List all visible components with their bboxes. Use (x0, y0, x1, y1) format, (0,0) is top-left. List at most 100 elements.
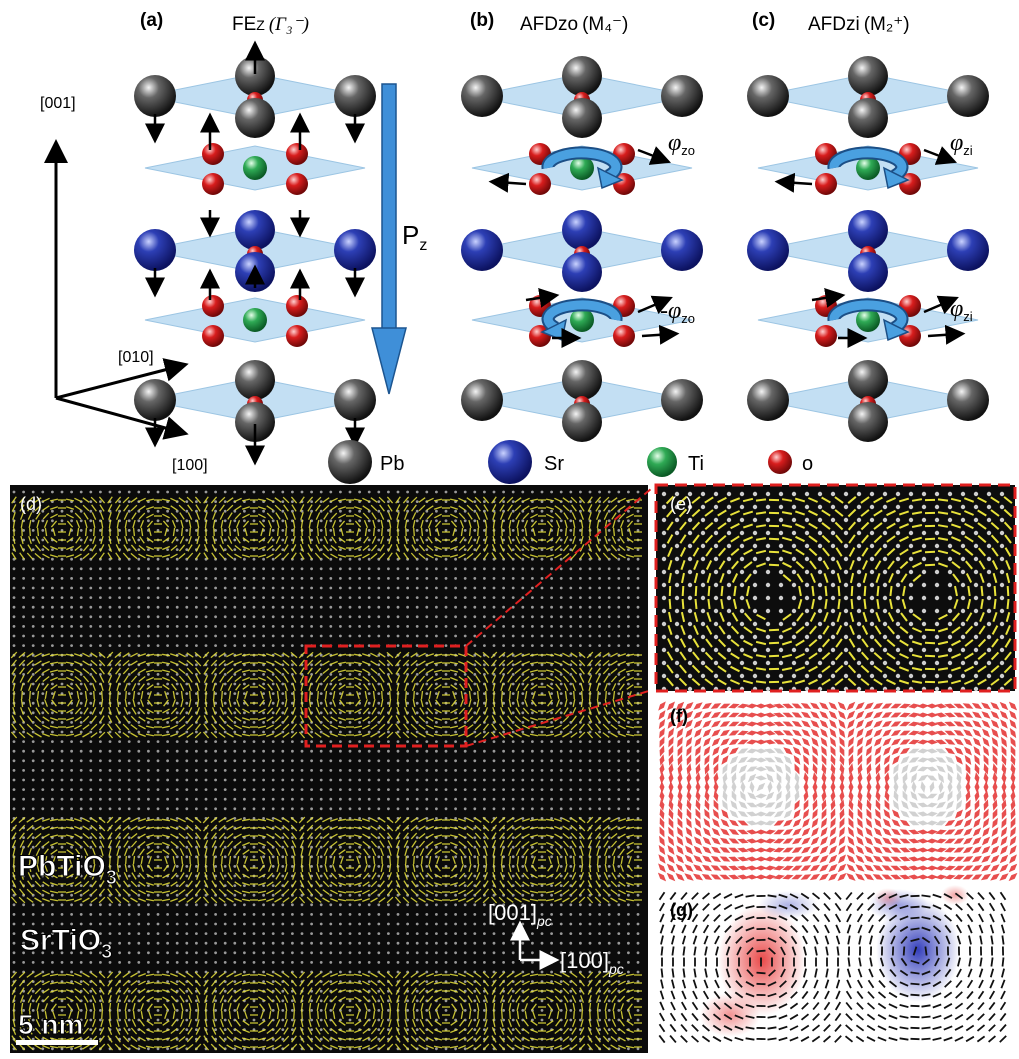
atom-column (70, 797, 73, 801)
polar-vector (602, 659, 610, 667)
atom-column (166, 769, 170, 772)
legend-ti-atom (647, 447, 677, 477)
polar-vector (508, 535, 512, 545)
atom-column (60, 567, 64, 571)
polar-vector (107, 496, 113, 504)
polar-vector (125, 527, 127, 537)
atom-column (319, 788, 323, 791)
atom-column (492, 567, 496, 571)
atom-column (204, 625, 208, 628)
atom-column (41, 605, 45, 609)
polar-vector (491, 544, 497, 552)
atom-column (627, 941, 630, 945)
oxygen-atom (286, 173, 308, 195)
rotation-arrow (543, 300, 621, 333)
polar-vector (211, 544, 217, 552)
polar-vector (161, 661, 171, 665)
atom-column (559, 759, 563, 763)
atom-column (521, 701, 525, 705)
atom-column (31, 490, 35, 494)
polar-vector (226, 497, 234, 503)
atom-column (127, 567, 131, 571)
atom-column (223, 653, 227, 657)
polar-vector (170, 544, 178, 552)
atom-column (118, 615, 121, 619)
atom-column (108, 586, 112, 590)
atom-column (406, 567, 409, 571)
polar-vector (386, 651, 394, 659)
polar-vector (571, 512, 577, 520)
atom-column (291, 644, 294, 647)
atom-column (463, 788, 467, 791)
atom-column (233, 788, 237, 791)
atom-column (483, 759, 486, 763)
atom-column (502, 865, 505, 868)
atom-column (569, 548, 573, 551)
polar-vector (562, 552, 570, 560)
atom-column (118, 701, 121, 705)
atom-column (569, 778, 573, 782)
atom-column (463, 778, 467, 782)
atom-column (569, 951, 573, 955)
atom-column (137, 701, 141, 705)
atom-column (118, 807, 121, 811)
atom-column (627, 673, 630, 676)
atom-column (406, 692, 409, 695)
atom-column (252, 865, 256, 868)
atom-column (569, 634, 573, 638)
polar-vector (594, 659, 602, 667)
atom-column (271, 1047, 275, 1051)
polar-vector (362, 544, 370, 552)
atom-column (425, 817, 429, 820)
atom-column (89, 865, 93, 868)
atom-column (444, 769, 448, 772)
atom-column (444, 807, 448, 811)
polar-vector (434, 506, 442, 510)
atom-column (550, 730, 553, 734)
polar-vector (74, 668, 82, 674)
atom-column (540, 730, 544, 734)
atom-column (51, 673, 54, 676)
atom-column (502, 807, 505, 811)
atom-column (559, 893, 563, 897)
atom-column (627, 682, 630, 686)
atom-column (262, 509, 265, 513)
atom-column (511, 644, 515, 647)
atom-column (617, 730, 621, 734)
polar-vector (466, 504, 474, 512)
polar-vector (131, 512, 137, 520)
atom-column (588, 797, 592, 801)
atom-column (454, 941, 457, 945)
atom-column (243, 749, 246, 753)
atom-column (329, 538, 333, 542)
atom-column (329, 529, 333, 532)
polar-vector (458, 512, 466, 520)
atom-column (511, 490, 515, 494)
atom-column (70, 711, 73, 715)
atom-column (502, 951, 505, 955)
atom-column (502, 625, 505, 628)
atom-column (127, 663, 131, 667)
polar-vector (586, 659, 594, 667)
atom-column (41, 490, 45, 494)
atom-column (156, 941, 160, 945)
polar-vector (211, 667, 217, 675)
atom-column (607, 615, 611, 619)
atom-column (617, 634, 621, 638)
polar-vector (322, 667, 330, 675)
polar-vector (227, 512, 233, 520)
atom-column (502, 749, 505, 753)
atom-column (569, 999, 573, 1003)
atom-column (41, 673, 45, 676)
atom-column (540, 961, 544, 964)
atom-column (291, 586, 294, 590)
atom-column (147, 721, 150, 724)
atom-column (147, 951, 150, 955)
atom-column (291, 1009, 294, 1012)
atom-column (607, 874, 611, 878)
atom-column (31, 788, 35, 791)
atom-column (627, 644, 630, 647)
atom-column (358, 634, 361, 638)
atom-column (70, 913, 73, 916)
atom-column (329, 615, 333, 619)
